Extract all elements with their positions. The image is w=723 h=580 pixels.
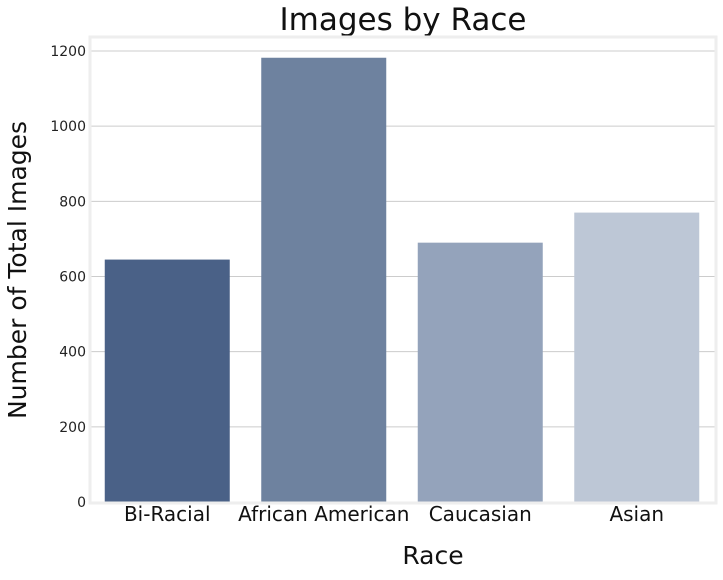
y-axis-title: Number of Total Images bbox=[3, 121, 32, 419]
bar-bi-racial bbox=[104, 259, 230, 502]
y-tick-label: 600 bbox=[59, 269, 86, 285]
y-tick-label: 200 bbox=[59, 420, 86, 436]
x-tick-label: Asian bbox=[609, 502, 664, 526]
bars bbox=[104, 57, 700, 502]
plot-frame bbox=[88, 35, 718, 505]
bar-african-american bbox=[261, 57, 387, 502]
x-tick-label: Bi-Racial bbox=[124, 502, 211, 526]
y-tick-label: 0 bbox=[77, 495, 86, 511]
bar-caucasian bbox=[417, 242, 543, 502]
y-tick-label: 800 bbox=[59, 194, 86, 210]
bar-asian bbox=[574, 212, 700, 502]
y-tick-labels: 0 200 400 600 800 1000 1200 bbox=[50, 44, 86, 511]
y-tick-label: 1000 bbox=[50, 119, 86, 135]
x-tick-label: African American bbox=[238, 502, 409, 526]
x-axis-title: Race bbox=[402, 541, 463, 570]
y-tick-label: 400 bbox=[59, 345, 86, 361]
y-tick-label: 1200 bbox=[50, 44, 86, 60]
x-tick-label: Caucasian bbox=[429, 502, 532, 526]
chart-title: Images by Race bbox=[280, 2, 527, 38]
x-tick-labels: Bi-Racial African American Caucasian Asian bbox=[124, 502, 664, 526]
